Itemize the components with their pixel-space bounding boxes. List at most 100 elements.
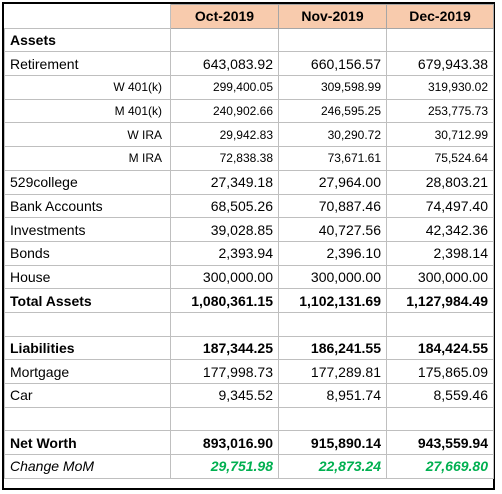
- empty-cell[interactable]: [4, 406, 171, 432]
- value-cell[interactable]: 42,342.36: [386, 217, 494, 242]
- value-cell[interactable]: 75,524.64: [386, 146, 494, 171]
- row-label[interactable]: 529college: [4, 169, 171, 195]
- empty-cell[interactable]: [170, 311, 279, 337]
- value-cell[interactable]: 300,000.00: [170, 264, 279, 290]
- header-month-dec[interactable]: Dec-2019: [386, 4, 494, 29]
- row-label[interactable]: Car: [4, 383, 171, 408]
- table-row-w401k: W 401(k) 299,400.05 309,598.99 319,930.0…: [4, 75, 494, 100]
- table-row-investments: Investments 39,028.85 40,727.56 42,342.3…: [4, 217, 494, 242]
- row-label[interactable]: House: [4, 264, 171, 290]
- value-cell[interactable]: 1,127,984.49: [386, 288, 494, 313]
- value-cell[interactable]: 27,349.18: [170, 169, 279, 195]
- empty-cell[interactable]: [386, 311, 494, 337]
- table-row-mortgage: Mortgage 177,998.73 177,289.81 175,865.0…: [4, 359, 494, 384]
- row-label[interactable]: M IRA: [4, 146, 171, 171]
- table-row-mira: M IRA 72,838.38 73,671.61 75,524.64: [4, 146, 494, 171]
- empty-cell[interactable]: [170, 406, 279, 432]
- value-cell[interactable]: 8,951.74: [278, 383, 387, 408]
- table-row-spacer: [4, 311, 494, 337]
- table-row-net-worth: Net Worth 893,016.90 915,890.14 943,559.…: [4, 430, 494, 456]
- row-label[interactable]: Liabilities: [4, 335, 171, 361]
- row-label[interactable]: M 401(k): [4, 98, 171, 124]
- value-cell[interactable]: 22,873.24: [278, 454, 387, 479]
- empty-cell[interactable]: [278, 311, 387, 337]
- value-cell[interactable]: 177,998.73: [170, 359, 279, 384]
- value-cell[interactable]: 68,505.26: [170, 193, 279, 219]
- value-cell[interactable]: 74,497.40: [386, 193, 494, 219]
- table-row-bonds: Bonds 2,393.94 2,396.10 2,398.14: [4, 240, 494, 266]
- table-row-assets-heading: Assets: [4, 27, 494, 53]
- net-worth-table: Oct-2019 Nov-2019 Dec-2019 Assets Retire…: [4, 4, 494, 479]
- value-cell[interactable]: 319,930.02: [386, 75, 494, 100]
- value-cell[interactable]: 300,000.00: [278, 264, 387, 290]
- value-cell[interactable]: 27,964.00: [278, 169, 387, 195]
- value-cell[interactable]: 679,943.38: [386, 51, 494, 77]
- table-row-liabilities: Liabilities 187,344.25 186,241.55 184,42…: [4, 335, 494, 361]
- value-cell[interactable]: 893,016.90: [170, 430, 279, 456]
- row-label[interactable]: Total Assets: [4, 288, 171, 313]
- value-cell[interactable]: 253,775.73: [386, 98, 494, 124]
- table-row-m401k: M 401(k) 240,902.66 246,595.25 253,775.7…: [4, 98, 494, 124]
- header-month-oct[interactable]: Oct-2019: [170, 4, 279, 29]
- header-row: Oct-2019 Nov-2019 Dec-2019: [4, 4, 494, 29]
- table-row-529college: 529college 27,349.18 27,964.00 28,803.21: [4, 169, 494, 195]
- value-cell[interactable]: 73,671.61: [278, 146, 387, 171]
- value-cell[interactable]: 9,345.52: [170, 383, 279, 408]
- table-row-wira: W IRA 29,942.83 30,290.72 30,712.99: [4, 122, 494, 148]
- row-label[interactable]: Bank Accounts: [4, 193, 171, 219]
- value-cell[interactable]: 1,102,131.69: [278, 288, 387, 313]
- empty-cell[interactable]: [170, 27, 279, 53]
- value-cell[interactable]: 186,241.55: [278, 335, 387, 361]
- empty-cell[interactable]: [278, 27, 387, 53]
- value-cell[interactable]: 643,083.92: [170, 51, 279, 77]
- value-cell[interactable]: 915,890.14: [278, 430, 387, 456]
- value-cell[interactable]: 2,393.94: [170, 240, 279, 266]
- row-label[interactable]: Mortgage: [4, 359, 171, 384]
- table-row-total-assets: Total Assets 1,080,361.15 1,102,131.69 1…: [4, 288, 494, 313]
- row-label[interactable]: Investments: [4, 217, 171, 242]
- value-cell[interactable]: 8,559.46: [386, 383, 494, 408]
- value-cell[interactable]: 39,028.85: [170, 217, 279, 242]
- empty-cell[interactable]: [386, 27, 494, 53]
- value-cell[interactable]: 300,000.00: [386, 264, 494, 290]
- table-row-car: Car 9,345.52 8,951.74 8,559.46: [4, 383, 494, 408]
- row-label[interactable]: Bonds: [4, 240, 171, 266]
- value-cell[interactable]: 184,424.55: [386, 335, 494, 361]
- value-cell[interactable]: 29,942.83: [170, 122, 279, 148]
- row-label[interactable]: Assets: [4, 27, 171, 53]
- header-corner-cell[interactable]: [4, 4, 171, 29]
- value-cell[interactable]: 299,400.05: [170, 75, 279, 100]
- value-cell[interactable]: 1,080,361.15: [170, 288, 279, 313]
- table-row-spacer: [4, 406, 494, 432]
- value-cell[interactable]: 28,803.21: [386, 169, 494, 195]
- row-label[interactable]: Net Worth: [4, 430, 171, 456]
- empty-cell[interactable]: [386, 406, 494, 432]
- row-label[interactable]: Change MoM: [4, 454, 171, 479]
- value-cell[interactable]: 2,398.14: [386, 240, 494, 266]
- value-cell[interactable]: 309,598.99: [278, 75, 387, 100]
- value-cell[interactable]: 29,751.98: [170, 454, 279, 479]
- value-cell[interactable]: 2,396.10: [278, 240, 387, 266]
- value-cell[interactable]: 70,887.46: [278, 193, 387, 219]
- value-cell[interactable]: 246,595.25: [278, 98, 387, 124]
- table-row-change-mom: Change MoM 29,751.98 22,873.24 27,669.80: [4, 454, 494, 479]
- row-label[interactable]: W IRA: [4, 122, 171, 148]
- value-cell[interactable]: 177,289.81: [278, 359, 387, 384]
- value-cell[interactable]: 943,559.94: [386, 430, 494, 456]
- row-label[interactable]: Retirement: [4, 51, 171, 77]
- value-cell[interactable]: 175,865.09: [386, 359, 494, 384]
- table-row-house: House 300,000.00 300,000.00 300,000.00: [4, 264, 494, 290]
- empty-cell[interactable]: [4, 311, 171, 337]
- table-row-bank-accounts: Bank Accounts 68,505.26 70,887.46 74,497…: [4, 193, 494, 219]
- value-cell[interactable]: 30,712.99: [386, 122, 494, 148]
- empty-cell[interactable]: [278, 406, 387, 432]
- value-cell[interactable]: 40,727.56: [278, 217, 387, 242]
- value-cell[interactable]: 27,669.80: [386, 454, 494, 479]
- value-cell[interactable]: 660,156.57: [278, 51, 387, 77]
- value-cell[interactable]: 240,902.66: [170, 98, 279, 124]
- header-month-nov[interactable]: Nov-2019: [278, 4, 387, 29]
- value-cell[interactable]: 72,838.38: [170, 146, 279, 171]
- value-cell[interactable]: 30,290.72: [278, 122, 387, 148]
- row-label[interactable]: W 401(k): [4, 75, 171, 100]
- value-cell[interactable]: 187,344.25: [170, 335, 279, 361]
